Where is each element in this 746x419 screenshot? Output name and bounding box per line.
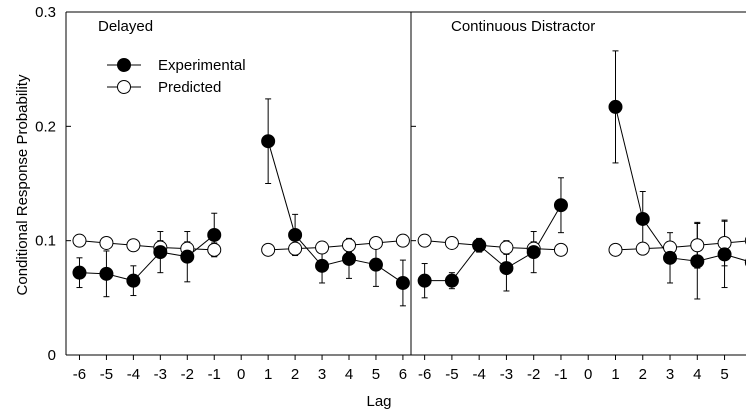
x-tick-label: -6 <box>73 366 86 383</box>
predicted-point <box>635 241 650 256</box>
axes-layer: 00.10.20.3-6 -5 -4 -3 -2 -1 0 1 2 3 4 5 6 -6 -5 -4 -3 -2-… <box>35 4 746 383</box>
experimental-point <box>395 275 410 290</box>
x-tick-label: -2 <box>181 366 194 383</box>
x-tick-label: 5 <box>372 366 380 383</box>
x-tick-label: -6 <box>418 366 431 383</box>
predicted-point <box>99 235 114 250</box>
experimental-point <box>608 99 623 114</box>
experimental-point <box>553 198 568 213</box>
x-tick-label: -4 <box>127 366 140 383</box>
predicted-point <box>690 238 705 253</box>
predicted-point <box>126 238 141 253</box>
experimental-point <box>368 257 383 272</box>
y-tick-label: 0 <box>48 347 56 364</box>
experimental-point <box>180 249 195 264</box>
legend-marker-predicted <box>117 80 131 94</box>
legend: Experimental Predicted <box>107 57 246 96</box>
x-tick-label: 1 <box>264 366 272 383</box>
x-tick-label: 4 <box>693 366 701 383</box>
predicted-point <box>342 238 357 253</box>
y-axis-label: Conditional Response Probability <box>14 74 31 295</box>
experimental-point <box>342 251 357 266</box>
legend-marker-experimental <box>117 58 131 72</box>
predicted-point <box>207 242 222 257</box>
x-axis-label: Lag <box>366 393 391 410</box>
experimental-point <box>153 245 168 260</box>
x-tick-label: 5 <box>720 366 728 383</box>
x-tick-label: 3 <box>318 366 326 383</box>
predicted-point <box>315 240 330 255</box>
experimental-point <box>526 245 541 260</box>
experimental-point <box>417 273 432 288</box>
experimental-point <box>315 258 330 273</box>
experimental-point <box>717 247 732 262</box>
panel-title-left: Delayed <box>98 18 153 35</box>
predicted-point <box>608 242 623 257</box>
x-tick-label: -3 <box>154 366 167 383</box>
x-tick-label: -1 <box>208 366 221 383</box>
legend-label-predicted: Predicted <box>158 79 221 96</box>
experimental-point <box>261 134 276 149</box>
x-tick-label: 1 <box>611 366 619 383</box>
x-tick-label: -5 <box>100 366 113 383</box>
experimental-point <box>207 227 222 242</box>
predicted-point <box>553 242 568 257</box>
x-tick-label: 0 <box>584 366 592 383</box>
experimental-point <box>72 265 87 280</box>
y-tick-label: 0.3 <box>35 4 56 21</box>
experimental-point <box>499 261 514 276</box>
y-tick-label: 0.1 <box>35 233 56 250</box>
predicted-point <box>444 235 459 250</box>
experimental-point <box>126 273 141 288</box>
x-tick-label: -3 <box>500 366 513 383</box>
experimental-point <box>472 238 487 253</box>
predicted-point <box>261 242 276 257</box>
predicted-point <box>368 235 383 250</box>
x-tick-label: -1 <box>554 366 567 383</box>
predicted-point <box>72 233 87 248</box>
experimental-point <box>663 250 678 265</box>
experimental-point <box>690 254 705 269</box>
x-tick-label: 2 <box>291 366 299 383</box>
x-tick-label: 0 <box>237 366 245 383</box>
x-tick-label: -5 <box>445 366 458 383</box>
experimental-point <box>444 273 459 288</box>
x-tick-label: -2 <box>527 366 540 383</box>
experimental-point <box>635 211 650 226</box>
experimental-point <box>99 266 114 281</box>
x-tick-label: 6 <box>399 366 407 383</box>
predicted-point <box>417 233 432 248</box>
experimental-point <box>288 227 303 242</box>
predicted-point <box>288 241 303 256</box>
panel-title-right: Continuous Distractor <box>451 18 595 35</box>
x-tick-label: 2 <box>639 366 647 383</box>
x-tick-label: -4 <box>472 366 485 383</box>
data-layer <box>72 50 746 307</box>
x-tick-label: 3 <box>666 366 674 383</box>
predicted-point <box>499 240 514 255</box>
y-tick-label: 0.2 <box>35 118 56 135</box>
series-line-experimental <box>267 141 404 284</box>
legend-label-experimental: Experimental <box>158 57 246 74</box>
x-tick-label: 4 <box>345 366 353 383</box>
predicted-point <box>395 233 410 248</box>
